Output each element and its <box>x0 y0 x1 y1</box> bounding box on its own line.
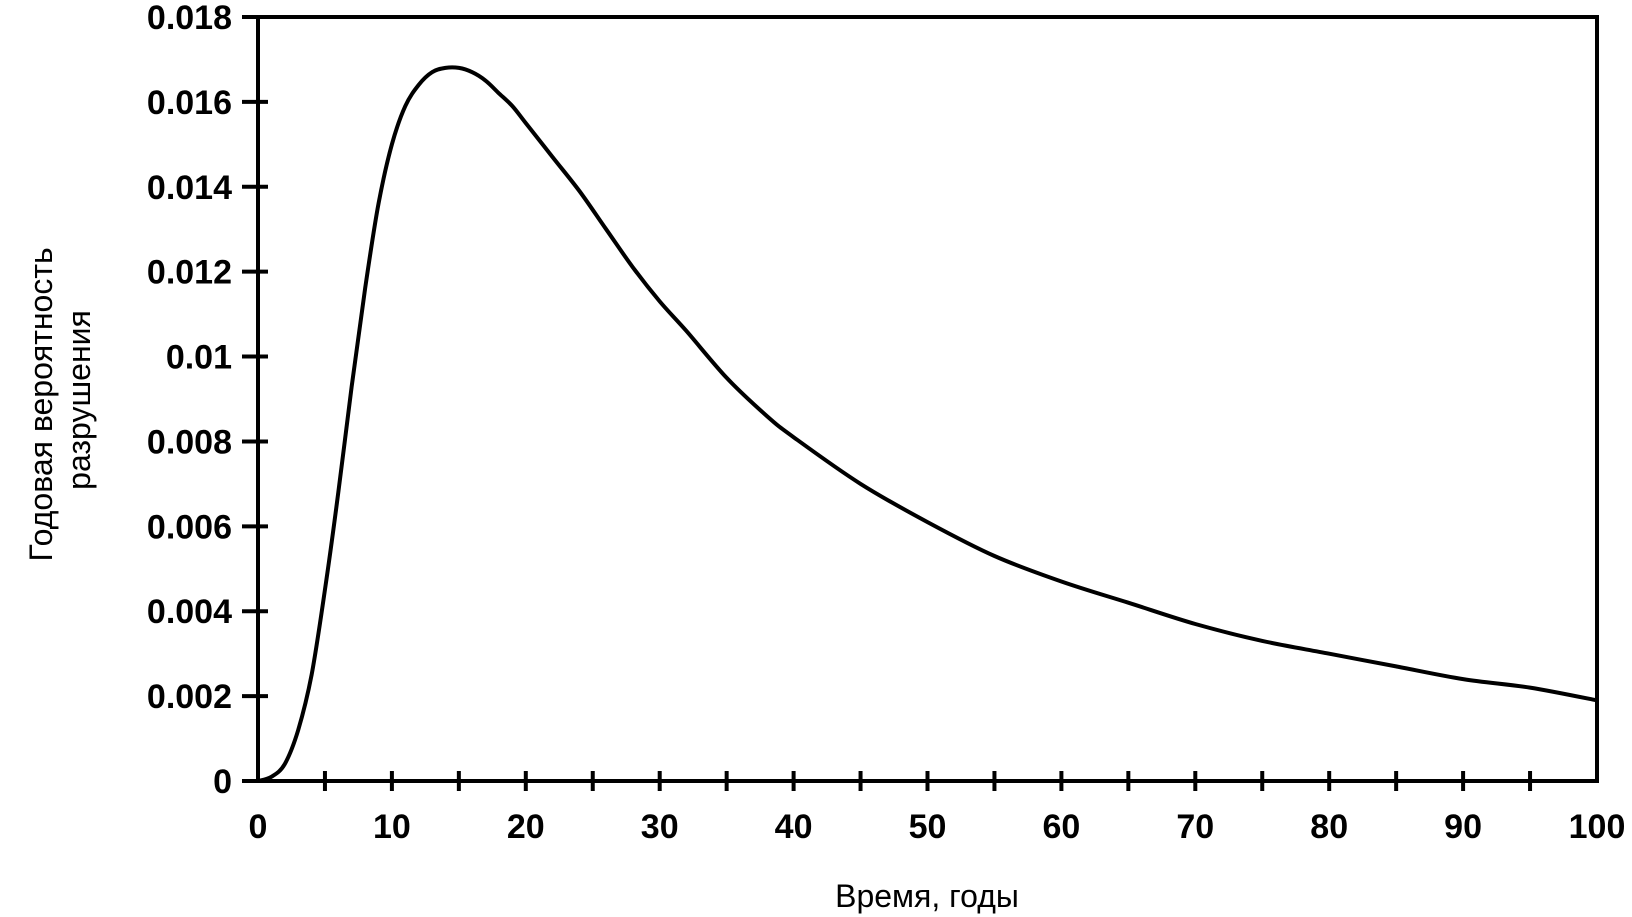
y-axis-label: Годовая вероятность разрушения <box>23 238 97 561</box>
y-axis-label-line-1: Годовая вероятность <box>23 247 59 561</box>
y-tick-label: 0.002 <box>147 678 232 716</box>
x-tick-label: 20 <box>507 808 545 846</box>
x-axis-tick-labels: 0 10 20 30 40 50 60 70 80 90 100 <box>249 808 1626 846</box>
x-tick-label: 0 <box>249 808 268 846</box>
series-line <box>256 65 1599 783</box>
y-axis-label-line-2: разрушения <box>61 310 97 490</box>
x-tick-label: 70 <box>1176 808 1214 846</box>
x-tick-label: 90 <box>1444 808 1482 846</box>
x-tick-label: 50 <box>909 808 947 846</box>
y-tick-label: 0.014 <box>147 169 232 207</box>
x-tick-label: 10 <box>373 808 411 846</box>
y-axis-tick-labels: 0 0.002 0.004 0.006 0.008 0.01 0.012 0.014 0.016… <box>147 0 232 801</box>
x-axis-label: Время, годы <box>835 878 1019 914</box>
y-tick-label: 0.012 <box>147 254 232 292</box>
y-axis-ticks <box>242 15 268 783</box>
x-tick-label: 80 <box>1310 808 1348 846</box>
x-tick-label: 60 <box>1042 808 1080 846</box>
y-tick-label: 0.016 <box>147 84 232 122</box>
x-tick-label: 100 <box>1569 808 1626 846</box>
y-tick-label: 0.006 <box>147 508 232 546</box>
x-axis-ticks <box>322 771 1533 791</box>
y-tick-label: 0.01 <box>166 339 232 377</box>
y-tick-label: 0.018 <box>147 0 232 37</box>
x-tick-label: 30 <box>641 808 679 846</box>
x-tick-label: 40 <box>775 808 813 846</box>
y-tick-label: 0 <box>213 763 232 801</box>
y-tick-label: 0.004 <box>147 593 232 631</box>
y-tick-label: 0.008 <box>147 423 232 461</box>
